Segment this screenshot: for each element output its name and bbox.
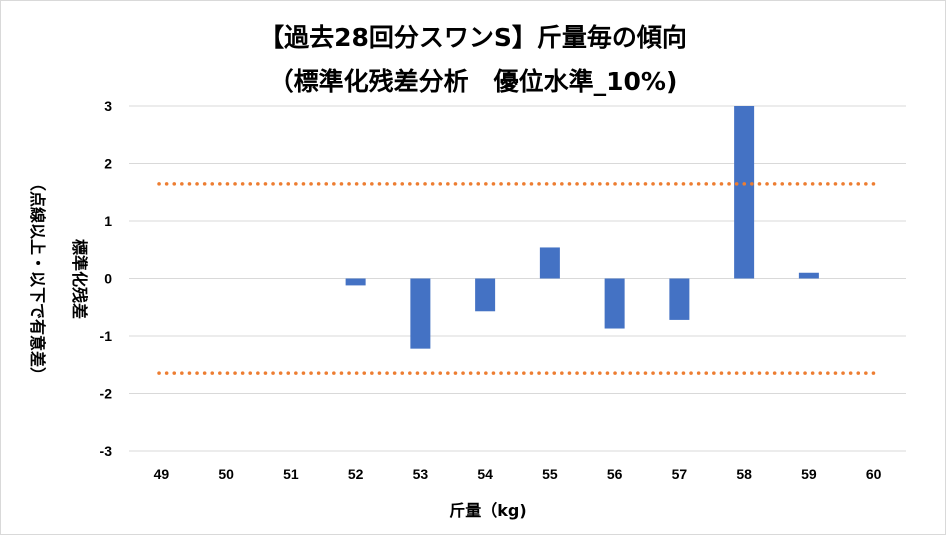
x-axis-title: 斤量（kg) bbox=[449, 501, 526, 520]
y-tick-label: -3 bbox=[100, 443, 113, 459]
y-tick-label: 1 bbox=[104, 213, 112, 229]
x-tick-label: 57 bbox=[672, 466, 688, 482]
x-tick-label: 50 bbox=[218, 466, 234, 482]
x-tick-label: 54 bbox=[477, 466, 493, 482]
bar-55 bbox=[540, 247, 560, 278]
x-tick-label: 59 bbox=[801, 466, 817, 482]
bar-58 bbox=[734, 106, 754, 279]
bar-56 bbox=[605, 279, 625, 329]
y-axis-title: 標準化残差 bbox=[70, 239, 89, 319]
x-tick-labels: 49 50 51 52 53 54 55 56 57 58 59 60 bbox=[154, 466, 882, 482]
bar-59 bbox=[799, 273, 819, 279]
y-tick-label: -1 bbox=[100, 328, 113, 344]
x-tick-label: 58 bbox=[736, 466, 752, 482]
y-tick-label: -2 bbox=[100, 386, 113, 402]
y-tick-label: 0 bbox=[104, 271, 112, 287]
y-tick-label: 2 bbox=[104, 156, 112, 172]
bar-57 bbox=[669, 279, 689, 320]
x-tick-label: 60 bbox=[866, 466, 882, 482]
bars bbox=[346, 106, 819, 349]
x-tick-label: 51 bbox=[283, 466, 299, 482]
gridlines bbox=[129, 106, 906, 451]
x-tick-label: 56 bbox=[607, 466, 623, 482]
y-tick-label: 3 bbox=[104, 98, 112, 114]
bar-53 bbox=[410, 279, 430, 349]
x-tick-label: 52 bbox=[348, 466, 364, 482]
x-tick-label: 49 bbox=[154, 466, 170, 482]
bar-54 bbox=[475, 279, 495, 312]
x-tick-label: 53 bbox=[413, 466, 429, 482]
x-tick-label: 55 bbox=[542, 466, 558, 482]
y-axis-title-note: （点線以上・以下で有意差） bbox=[28, 175, 47, 383]
y-tick-labels: 3 2 1 0 -1 -2 -3 bbox=[100, 98, 113, 459]
bar-52 bbox=[346, 279, 366, 286]
